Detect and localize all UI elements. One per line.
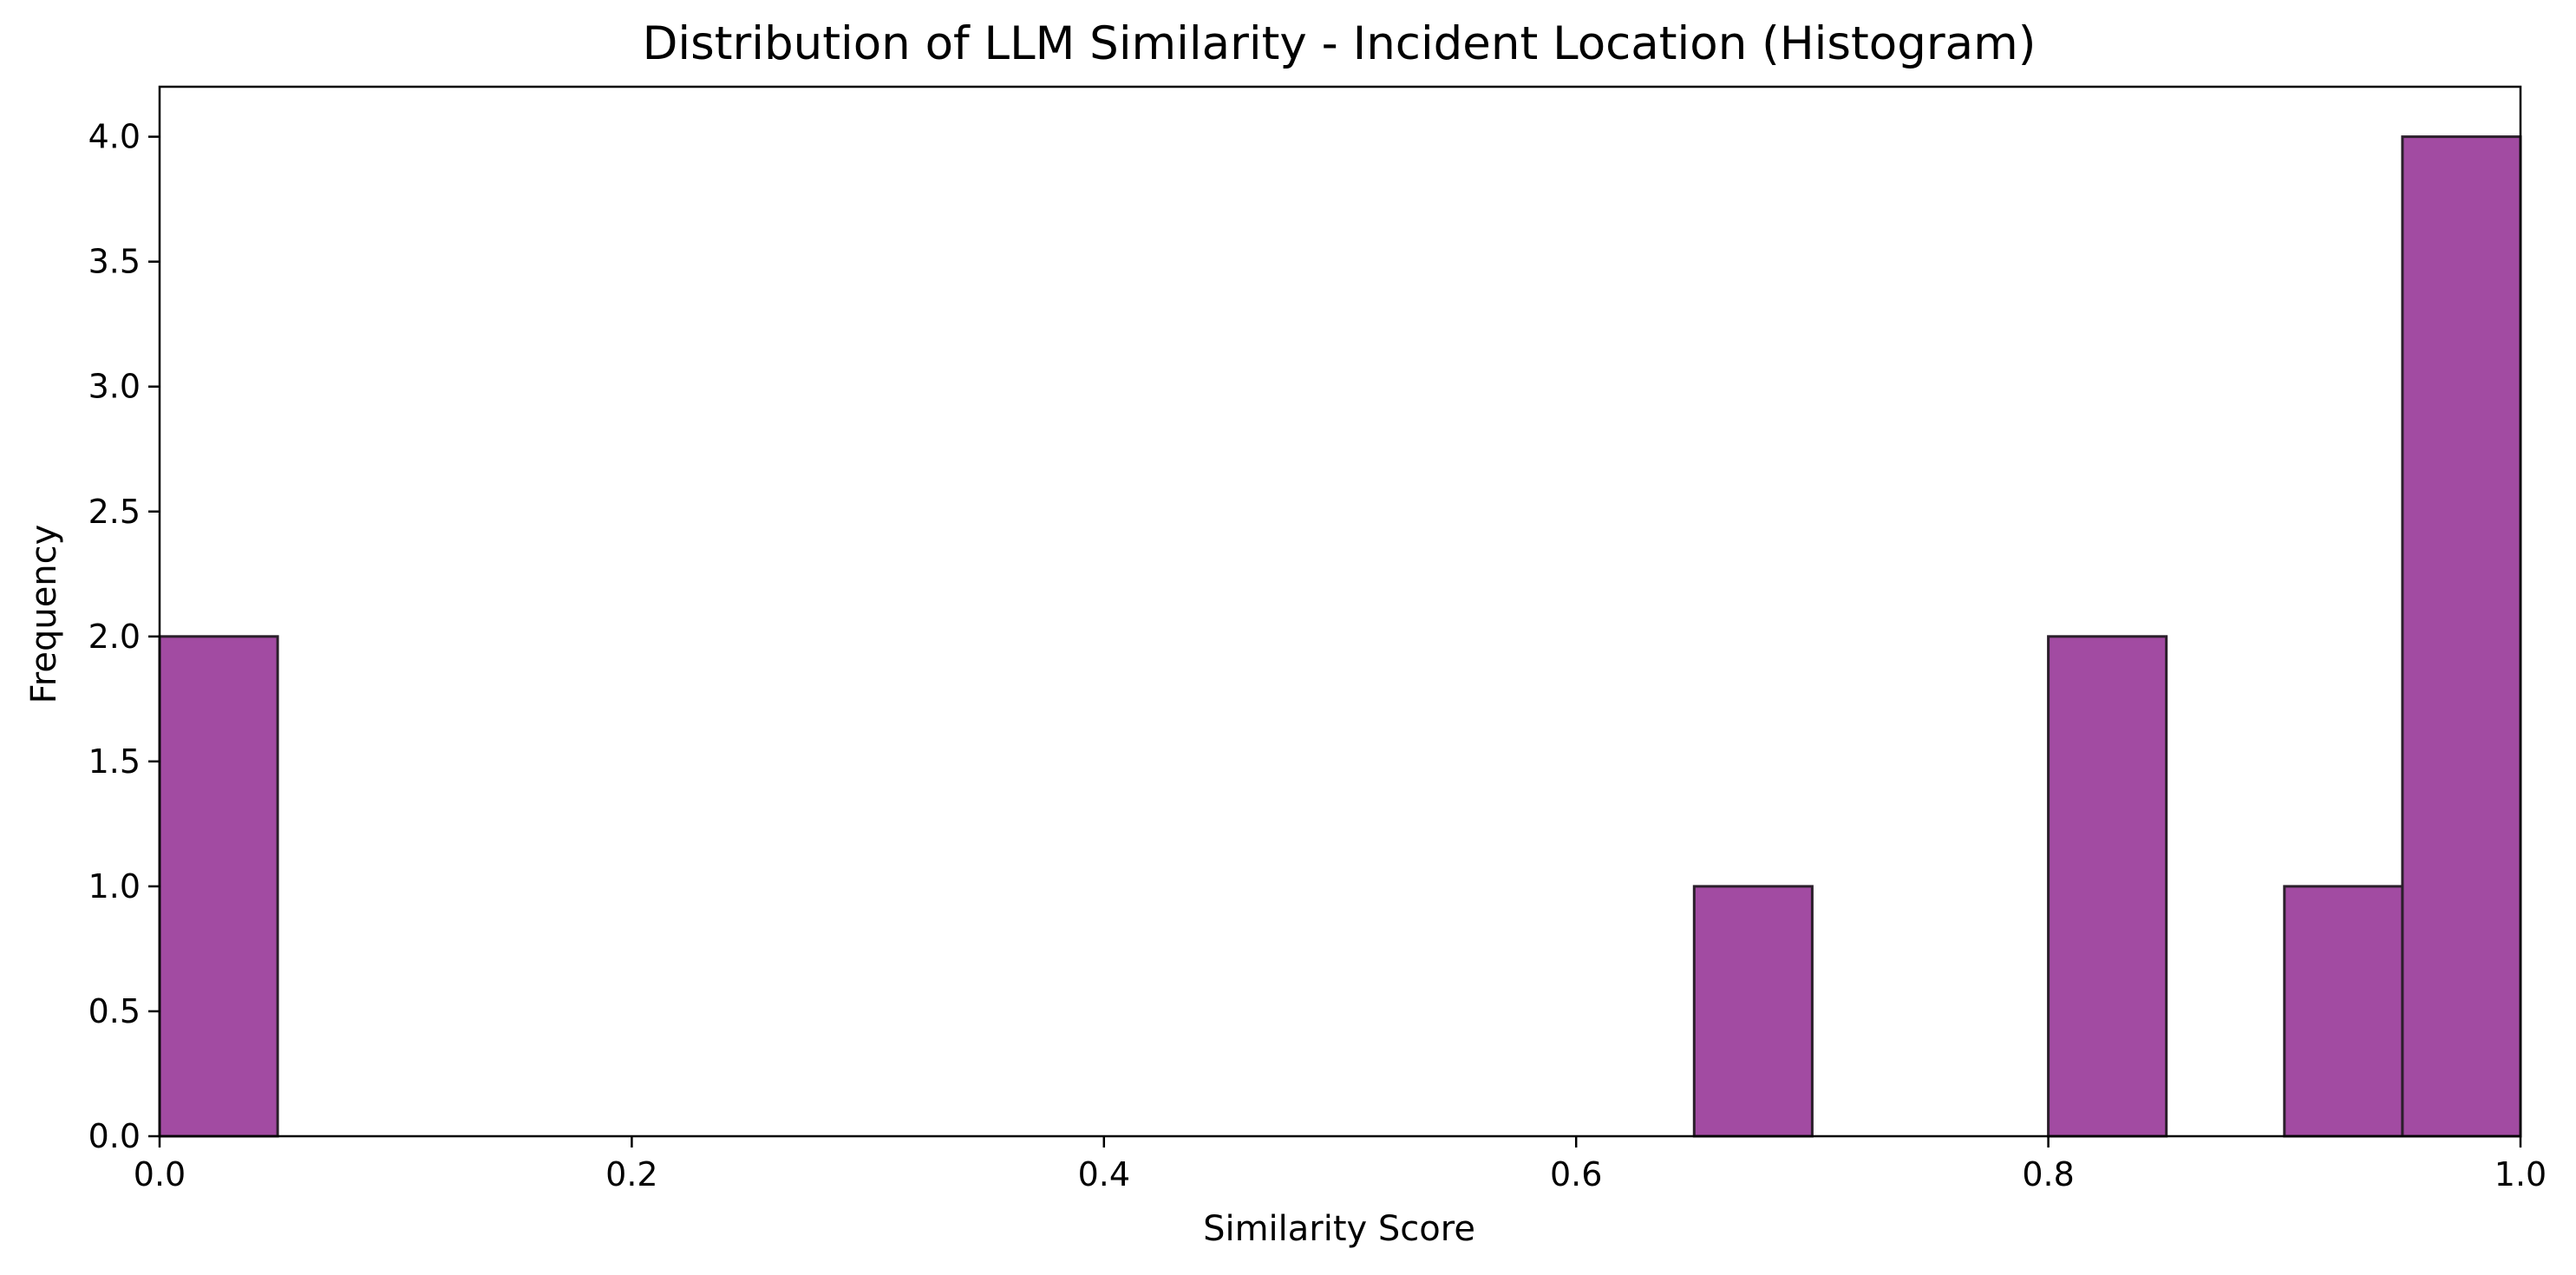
y-tick-label: 0.0 (88, 1117, 141, 1155)
y-tick-label: 1.0 (88, 867, 141, 906)
y-axis-label: Frequency (24, 525, 64, 704)
bars-group (158, 135, 2522, 1138)
x-axis-label: Similarity Score (1203, 1209, 1475, 1249)
y-tick-label: 2.0 (88, 618, 141, 656)
histogram-bar (2047, 635, 2168, 1138)
x-tick-label: 0.8 (2022, 1155, 2074, 1193)
histogram-bar (1692, 885, 1814, 1138)
y-tick-label: 2.5 (88, 493, 141, 531)
x-tick-label: 0.0 (134, 1155, 186, 1193)
plot-frame (158, 85, 2522, 1138)
x-tick-label: 1.0 (2494, 1155, 2547, 1193)
y-tick-label: 3.5 (88, 243, 141, 281)
y-tick-label: 0.5 (88, 992, 141, 1030)
x-tick-label: 0.2 (605, 1155, 657, 1193)
y-tick-label: 3.0 (88, 368, 141, 406)
ticks-group: 0.0 0.2 0.4 0.6 0.8 1.0 0.0 0.5 1.0 1.5 2.0 2.5 3.0 3… (88, 118, 2547, 1193)
histogram-bar (2401, 135, 2522, 1138)
y-tick-label: 4.0 (88, 118, 141, 156)
histogram-bar (158, 635, 279, 1138)
x-tick-label: 0.4 (1078, 1155, 1130, 1193)
x-tick-label: 0.6 (1550, 1155, 1602, 1193)
histogram-bar (2283, 885, 2404, 1138)
chart-title: Distribution of LLM Similarity - Inciden… (643, 17, 2037, 70)
y-tick-label: 1.5 (88, 742, 141, 781)
